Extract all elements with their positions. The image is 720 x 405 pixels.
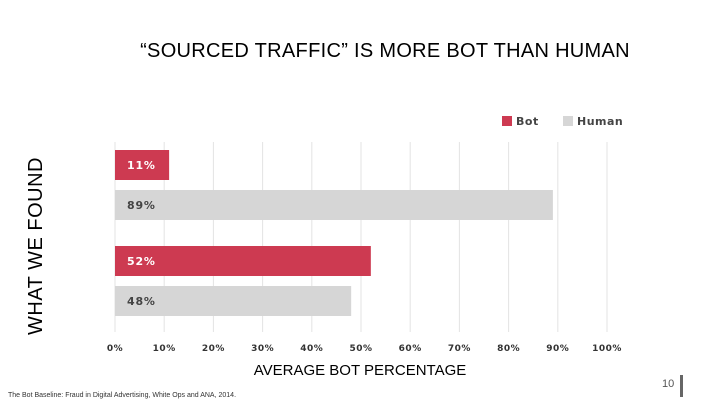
page-number-bar xyxy=(680,375,683,397)
legend-swatch xyxy=(563,116,573,126)
bar-value-label: 52% xyxy=(127,255,156,268)
bar-human xyxy=(115,190,553,220)
legend-swatch xyxy=(502,116,512,126)
bar-human xyxy=(115,286,352,316)
x-axis-label: AVERAGE BOT PERCENTAGE xyxy=(253,362,467,379)
x-tick-label: 40% xyxy=(300,344,323,354)
x-tick-label: 30% xyxy=(251,344,274,354)
chart-title: “SOURCED TRAFFIC” IS MORE BOT THAN HUMAN xyxy=(140,40,630,62)
x-tick-label: 100% xyxy=(592,344,622,354)
x-tick-label: 90% xyxy=(546,344,569,354)
legend-label: Human xyxy=(577,115,623,128)
x-tick-label: 50% xyxy=(349,344,372,354)
x-tick-label: 0% xyxy=(107,344,123,354)
bar-bot xyxy=(115,246,371,276)
x-tick-label: 60% xyxy=(399,344,422,354)
bar-value-label: 48% xyxy=(127,295,156,308)
bar-value-label: 89% xyxy=(127,199,156,212)
x-tick-label: 80% xyxy=(497,344,520,354)
bar-bot xyxy=(115,150,170,180)
bar-value-label: 11% xyxy=(127,159,156,172)
x-tick-label: 70% xyxy=(448,344,471,354)
x-tick-label: 10% xyxy=(153,344,176,354)
page-number: 10 xyxy=(662,378,675,390)
legend-label: Bot xyxy=(516,115,539,128)
x-tick-label: 20% xyxy=(202,344,225,354)
source-citation: The Bot Baseline: Fraud in Digital Adver… xyxy=(8,392,237,399)
